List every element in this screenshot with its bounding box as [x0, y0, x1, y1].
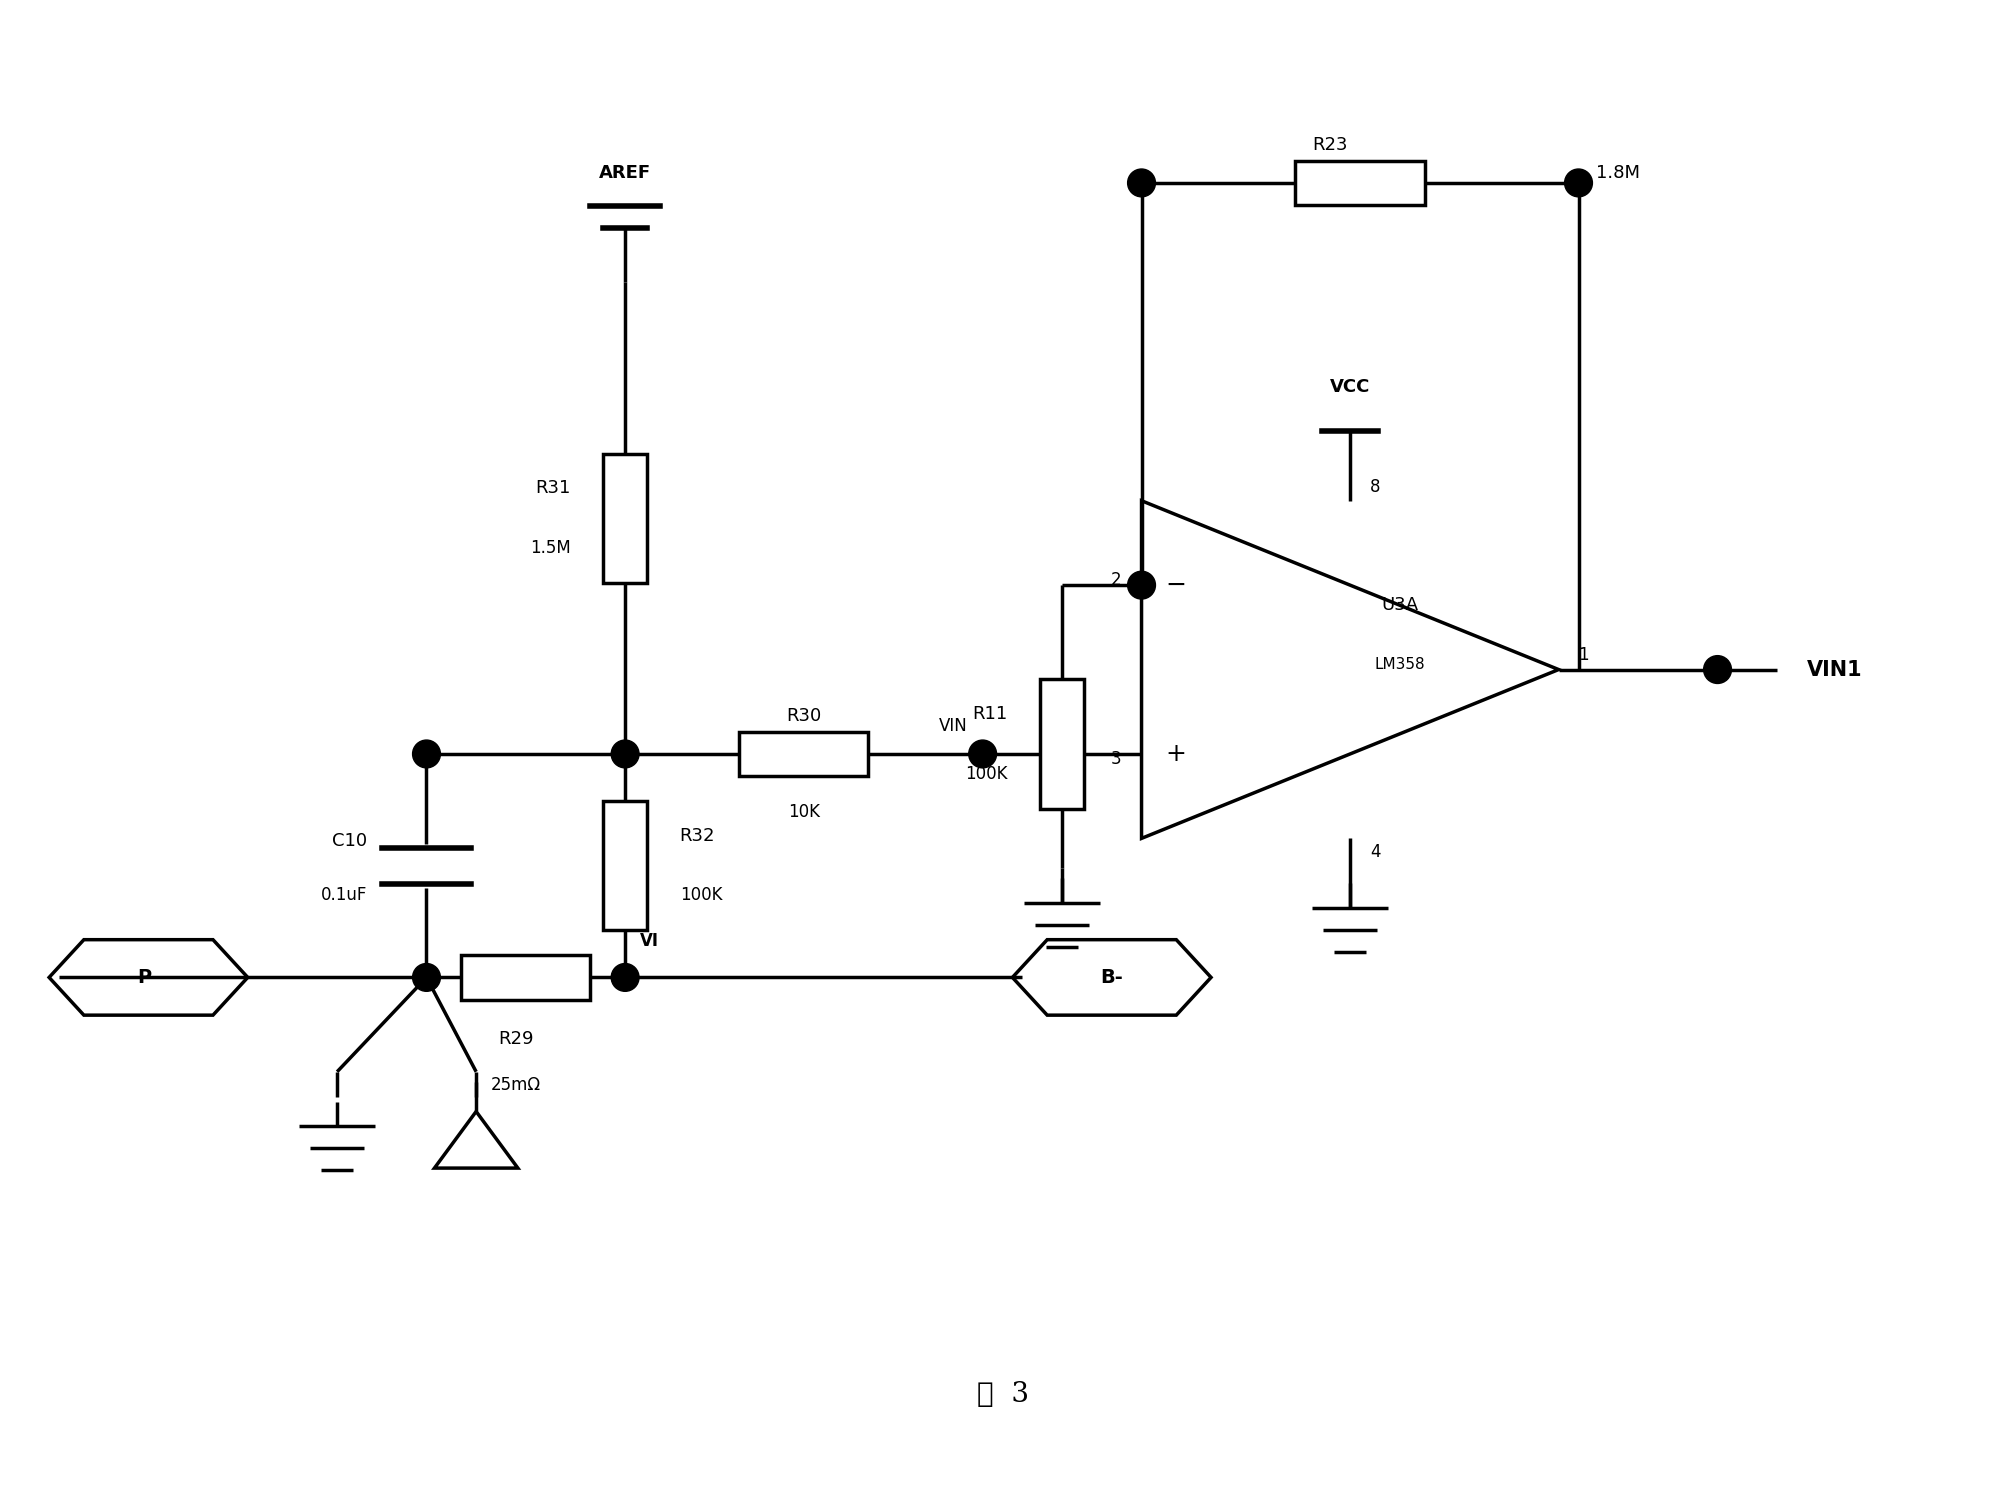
- Bar: [1041, 680, 1085, 809]
- Text: 1: 1: [1578, 646, 1590, 664]
- Text: R11: R11: [972, 706, 1007, 724]
- Bar: [1295, 160, 1426, 205]
- Text: 100K: 100K: [964, 765, 1007, 783]
- Text: 25mΩ: 25mΩ: [491, 1076, 541, 1094]
- Text: U3A: U3A: [1381, 596, 1418, 614]
- Text: VCC: VCC: [1329, 377, 1369, 395]
- Circle shape: [612, 963, 640, 992]
- Text: R31: R31: [535, 479, 571, 497]
- Text: VI: VI: [640, 932, 660, 950]
- Text: LM358: LM358: [1375, 658, 1426, 673]
- Text: P-: P-: [138, 968, 158, 987]
- Circle shape: [968, 740, 996, 768]
- Text: AREF: AREF: [599, 163, 652, 181]
- Text: R23: R23: [1313, 136, 1347, 154]
- Text: −: −: [1165, 574, 1187, 598]
- Bar: [604, 801, 648, 930]
- Circle shape: [413, 740, 441, 768]
- Text: 2: 2: [1111, 571, 1121, 589]
- Text: VIN: VIN: [938, 718, 968, 736]
- Circle shape: [1127, 169, 1155, 196]
- Text: 1.8M: 1.8M: [1596, 163, 1640, 181]
- Circle shape: [1127, 571, 1155, 599]
- Text: B-: B-: [1101, 968, 1123, 987]
- Text: +: +: [1165, 742, 1187, 765]
- Text: 3: 3: [1111, 750, 1121, 768]
- Text: 10K: 10K: [788, 803, 820, 821]
- Text: VIN1: VIN1: [1807, 659, 1863, 680]
- Circle shape: [1564, 169, 1592, 196]
- Text: C10: C10: [331, 831, 367, 849]
- Circle shape: [1704, 656, 1732, 683]
- Circle shape: [413, 963, 441, 992]
- Text: 1.5M: 1.5M: [529, 539, 571, 557]
- Text: 100K: 100K: [680, 887, 722, 905]
- Text: 8: 8: [1369, 478, 1381, 496]
- Text: R29: R29: [497, 1031, 533, 1049]
- Text: R32: R32: [680, 827, 716, 845]
- Text: 图  3: 图 3: [976, 1381, 1029, 1408]
- Bar: [604, 454, 648, 583]
- Bar: [740, 731, 868, 776]
- Text: 0.1uF: 0.1uF: [321, 887, 367, 905]
- Circle shape: [612, 740, 640, 768]
- Bar: [461, 956, 589, 999]
- Text: R30: R30: [786, 707, 822, 725]
- Text: 4: 4: [1369, 843, 1381, 861]
